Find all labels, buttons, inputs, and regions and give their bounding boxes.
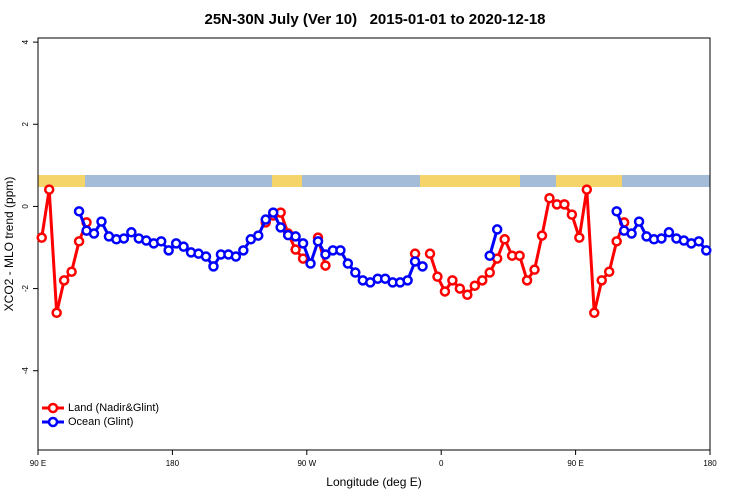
- point: [656, 233, 667, 244]
- y-tick-label: 4: [21, 39, 30, 44]
- point: [701, 245, 712, 256]
- point: [574, 232, 585, 243]
- point: [297, 253, 309, 264]
- point: [335, 245, 346, 256]
- point: [118, 233, 130, 244]
- point: [253, 230, 264, 241]
- point: [462, 289, 473, 300]
- point: [290, 231, 301, 242]
- x-tick-label: 90 W: [297, 459, 316, 468]
- point: [536, 230, 548, 241]
- point: [409, 256, 421, 267]
- point: [424, 248, 436, 259]
- point: [320, 260, 331, 271]
- point: [581, 184, 593, 195]
- point: [417, 261, 428, 272]
- legend: Land (Nadir&Glint) Ocean (Glint): [42, 402, 159, 428]
- legend-label: Land (Nadir&Glint): [68, 402, 159, 414]
- point: [484, 267, 495, 278]
- point: [596, 275, 607, 286]
- x-tick-label: 180: [703, 459, 717, 468]
- y-tick-label: 0: [21, 204, 30, 209]
- point: [342, 258, 354, 269]
- point: [454, 283, 466, 294]
- legend-marker: [47, 402, 59, 414]
- plot-frame: [37, 37, 711, 451]
- point: [611, 206, 622, 217]
- point: [200, 251, 212, 262]
- point: [402, 275, 413, 286]
- point: [484, 250, 495, 261]
- legend-label: Ocean (Glint): [68, 416, 133, 428]
- map-strip: [38, 175, 710, 187]
- point: [439, 286, 451, 297]
- x-tick-label: 180: [166, 459, 180, 468]
- point: [663, 227, 675, 238]
- x-tick-label: 90 E: [30, 459, 46, 468]
- point: [51, 307, 62, 319]
- point: [297, 238, 309, 249]
- point: [88, 228, 100, 239]
- point: [611, 236, 622, 247]
- point: [238, 245, 249, 256]
- point: [96, 216, 107, 227]
- point: [320, 249, 331, 260]
- point: [312, 236, 324, 247]
- point: [566, 209, 578, 220]
- point: [529, 264, 540, 275]
- point: [305, 258, 316, 269]
- point: [73, 206, 85, 217]
- point: [267, 207, 279, 218]
- point: [589, 307, 600, 319]
- y-tick-label: -2: [21, 284, 30, 292]
- point: [350, 267, 361, 278]
- point: [290, 244, 301, 255]
- x-tick-label: 90 E: [567, 459, 583, 468]
- point: [491, 224, 503, 235]
- point: [432, 271, 443, 282]
- point: [66, 266, 77, 277]
- point: [155, 236, 167, 247]
- point: [521, 275, 533, 286]
- point: [126, 227, 137, 238]
- point: [544, 192, 555, 204]
- y-axis-label: XCO2 - MLO trend (ppm): [2, 177, 16, 312]
- point: [36, 232, 47, 243]
- point: [208, 261, 219, 272]
- point: [477, 275, 488, 286]
- point: [559, 199, 570, 210]
- point: [178, 241, 189, 252]
- point: [469, 280, 481, 291]
- chart-title: 25N-30N July (Ver 10) 2015-01-01 to 2020…: [204, 11, 545, 28]
- x-tick-label: 0: [439, 459, 444, 468]
- point: [43, 184, 55, 195]
- point: [514, 250, 525, 261]
- legend-marker: [47, 416, 59, 428]
- point: [499, 234, 510, 245]
- point: [58, 275, 70, 286]
- point: [693, 236, 705, 247]
- point: [633, 216, 645, 227]
- x-axis-label: Longitude (deg E): [326, 475, 421, 489]
- point: [260, 214, 271, 225]
- point: [163, 245, 174, 256]
- point: [275, 222, 286, 233]
- point: [447, 275, 458, 286]
- point: [603, 266, 615, 277]
- point: [230, 251, 242, 262]
- y-tick-label: -4: [21, 367, 30, 375]
- point: [626, 228, 637, 239]
- point: [73, 236, 85, 247]
- y-tick-label: 2: [21, 121, 30, 126]
